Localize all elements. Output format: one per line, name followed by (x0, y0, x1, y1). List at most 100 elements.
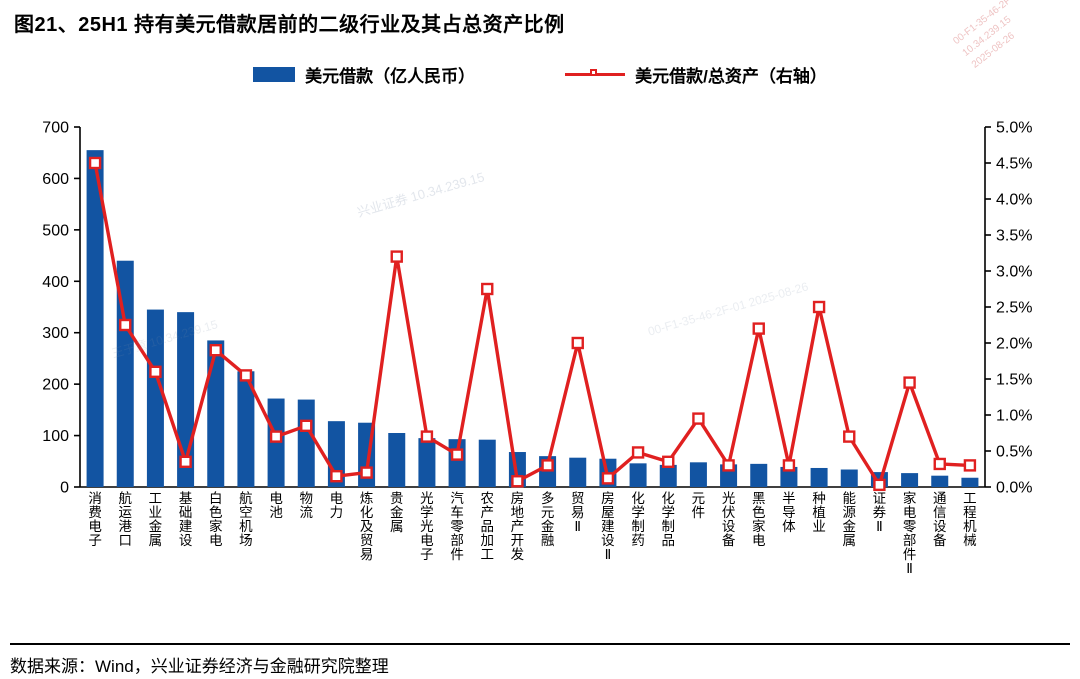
chart-legend: 美元借款（亿人民币） 美元借款/总资产（右轴） (0, 62, 1080, 87)
category-label: 电力 (330, 491, 344, 520)
legend-label-ratio: 美元借款/总资产（右轴） (635, 67, 827, 86)
category-label: 航空机场 (239, 491, 253, 548)
ratio-line-marker (239, 369, 253, 382)
bar-usd-loans (961, 477, 979, 487)
bar-usd-loans (237, 371, 255, 487)
right-axis-tick-label: 3.0% (996, 264, 1032, 281)
ratio-line-marker (88, 156, 102, 170)
category-label: 贸易 Ⅱ (571, 491, 585, 534)
category-label: 种植业 (812, 491, 826, 534)
category-label: 化学制药 (631, 491, 645, 548)
ratio-line-marker (390, 250, 403, 263)
category-label: 通信设备 (933, 491, 947, 548)
ratio-line-marker (571, 336, 584, 350)
ratio-line-marker (631, 446, 645, 459)
bar-usd-loans (810, 467, 828, 487)
bar-usd-loans (750, 463, 768, 487)
ratio-line-marker (843, 430, 856, 443)
ratio-line-marker (873, 478, 886, 492)
ratio-line-marker (963, 459, 977, 472)
ratio-line-marker (300, 419, 313, 432)
ratio-line-marker (782, 459, 796, 472)
category-label: 电池 (269, 491, 283, 520)
legend-item-usd-loans: 美元借款（亿人民币） (253, 62, 475, 87)
ratio-line-marker (360, 466, 373, 479)
category-label: 房屋建设 Ⅱ (601, 491, 615, 562)
ratio-line-marker (752, 322, 765, 335)
ratio-line-marker (812, 300, 826, 314)
ratio-line-marker (179, 455, 192, 468)
category-label: 农产品加工 (481, 491, 495, 562)
category-label: 工业金属 (149, 491, 163, 548)
category-label: 光伏设备 (722, 491, 736, 548)
source-text: 数据来源：Wind，兴业证券经济与金融研究院整理 (10, 657, 389, 676)
ratio-line-marker (420, 430, 434, 443)
bar-usd-loans (629, 463, 647, 487)
right-axis-tick-label: 1.0% (996, 408, 1032, 425)
ratio-line-marker (601, 472, 615, 485)
category-label: 物流 (300, 491, 314, 520)
category-label: 白色家电 (209, 491, 223, 548)
line-series-swatch (565, 68, 626, 81)
bar-usd-loans (659, 464, 677, 487)
ratio-line-marker (662, 455, 675, 468)
ratio-line-marker (330, 470, 343, 483)
category-label: 家电零部件 Ⅱ (903, 490, 917, 576)
left-axis-tick-label: 200 (42, 377, 69, 394)
right-axis-tick-label: 2.0% (996, 336, 1032, 353)
category-label: 半导体 (782, 491, 796, 534)
ratio-line-marker (903, 376, 916, 389)
bar-usd-loans (207, 340, 225, 487)
legend-label-usd-loans: 美元借款（亿人民币） (305, 67, 476, 86)
bar-usd-loans (840, 469, 858, 487)
bar-usd-loans (297, 399, 315, 487)
bar-usd-loans (569, 457, 587, 487)
ratio-line-marker (149, 365, 162, 378)
category-label: 化学制品 (662, 491, 676, 548)
ratio-line-marker (450, 448, 464, 461)
bar-usd-loans (146, 309, 164, 487)
right-axis-tick-label: 4.5% (996, 156, 1032, 173)
category-label: 基础建设 (179, 490, 193, 548)
left-axis-tick-label: 700 (42, 120, 69, 137)
category-label: 黑色家电 (752, 491, 766, 548)
bar-usd-loans (780, 466, 798, 487)
right-axis-tick-label: 1.5% (996, 372, 1032, 389)
bar-usd-loans (931, 475, 949, 487)
bar-usd-loans (901, 473, 919, 487)
source-note: 数据来源：Wind，兴业证券经济与金融研究院整理 (10, 643, 1070, 677)
bar-usd-loans (418, 438, 436, 487)
legend-item-ratio: 美元借款/总资产（右轴） (565, 62, 827, 87)
category-label: 贵金属 (390, 491, 404, 534)
left-axis-tick-label: 600 (42, 171, 69, 188)
bar-usd-loans (478, 439, 496, 487)
figure-title: 图21、25H1 持有美元借款居前的二级行业及其占总资产比例 (14, 14, 565, 36)
right-axis-tick-label: 0.5% (996, 444, 1032, 461)
left-axis-tick-label: 300 (42, 325, 69, 342)
category-label: 工程机械 (963, 491, 977, 548)
ratio-line-marker (541, 459, 554, 472)
ratio-line-marker (269, 430, 283, 443)
ratio-line (93, 161, 972, 487)
ratio-line-marker (209, 344, 222, 357)
left-axis-tick-label: 500 (42, 222, 69, 239)
right-axis-tick-label: 0.0% (996, 480, 1032, 497)
bar-usd-loans (86, 150, 104, 487)
category-label: 元件 (692, 491, 706, 520)
left-axis-tick-label: 400 (42, 274, 69, 291)
category-label: 证券 Ⅱ (873, 491, 887, 534)
ratio-line-marker (511, 475, 524, 488)
ratio-line-marker (933, 457, 946, 471)
category-label: 多元金融 (541, 490, 555, 548)
bar-series-swatch (253, 67, 296, 82)
ratio-line-marker (481, 282, 494, 296)
right-axis-tick-label: 4.0% (996, 192, 1032, 209)
left-axis-tick-label: 0 (60, 480, 69, 497)
category-label: 航运港口 (119, 491, 133, 548)
line-swatch-marker (590, 69, 598, 76)
ratio-line-marker (119, 318, 132, 332)
left-axis-tick-label: 100 (42, 428, 69, 445)
